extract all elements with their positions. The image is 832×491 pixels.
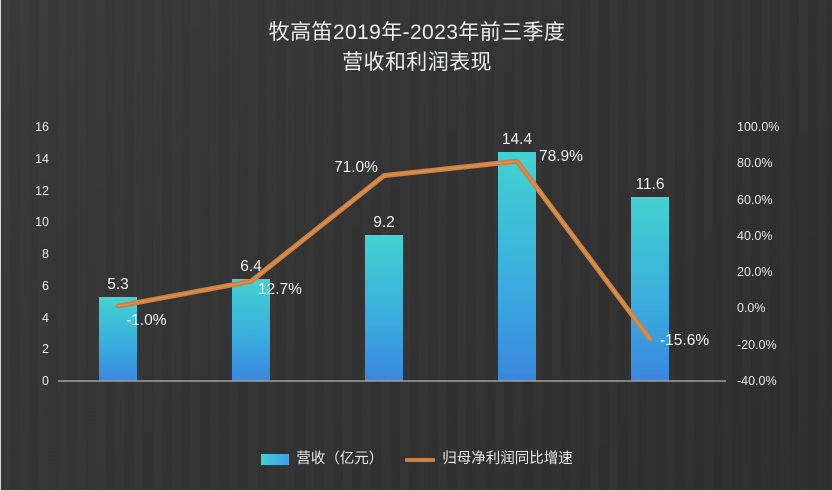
y-axis-left-tick-16: 16 xyxy=(35,120,49,134)
legend-bar-swatch-icon xyxy=(261,454,290,465)
y-axis-right-tick-60: 60.0% xyxy=(737,192,773,207)
pct-label-2021: 71.0% xyxy=(334,159,378,176)
line-highlight xyxy=(117,160,651,340)
legend-item-revenue[interactable]: 营收（亿元） xyxy=(261,452,383,467)
y-axis-right-tick-20: 20.0% xyxy=(737,265,773,280)
y-axis-left-tick-6: 6 xyxy=(42,278,49,293)
pct-label-2019: -1.0% xyxy=(126,312,167,329)
y-axis-right-tick-80: 80.0% xyxy=(737,156,773,171)
x-axis-line xyxy=(58,380,726,382)
y-axis-right-tick-0: 0.0% xyxy=(737,301,766,316)
legend-item-profit-growth[interactable]: 归母净利润同比增速 xyxy=(405,452,573,467)
y-axis-right-tick-100: 100.0% xyxy=(737,120,780,134)
bar-2021[interactable] xyxy=(365,234,403,381)
y-axis-left-tick-14: 14 xyxy=(35,151,49,166)
bar-label-2023: 11.6 xyxy=(635,176,665,193)
line-path xyxy=(115,158,653,342)
legend-line-swatch-icon xyxy=(405,457,436,462)
pct-label-2023: -15.6% xyxy=(660,332,710,349)
bar-label-2022: 14.4 xyxy=(501,131,533,148)
bar-label-2020: 6.4 xyxy=(240,258,262,275)
bar-label-2021: 9.2 xyxy=(373,214,395,231)
bar-2020[interactable] xyxy=(232,279,270,381)
bar-2022[interactable] xyxy=(498,152,536,381)
bar-2023[interactable] xyxy=(631,196,669,381)
chart-legend: 营收（亿元） 归母净利润同比增速 xyxy=(1,452,832,467)
y-axis-right-tick-neg20: -20.0% xyxy=(737,337,777,352)
pct-label-2020: 12.7% xyxy=(258,281,302,298)
y-axis-left-tick-8: 8 xyxy=(42,247,49,261)
bar-label-2019: 5.3 xyxy=(107,276,129,293)
legend-label-profit-growth: 归母净利润同比增速 xyxy=(442,451,573,467)
pct-label-2022: 78.9% xyxy=(539,148,583,165)
legend-label-revenue: 营收（亿元） xyxy=(296,451,384,467)
y-axis-left-tick-10: 10 xyxy=(35,215,49,230)
plot-area: 16 14 12 10 8 6 4 2 0 100.0% 80.0% 60.0%… xyxy=(35,121,779,387)
chart-title-line-1: 牧高笛2019年-2023年前三季度 xyxy=(268,21,566,44)
y-axis-left-tick-4: 4 xyxy=(42,310,49,325)
profit-growth-line-series xyxy=(115,158,653,342)
y-axis-left-tick-0: 0 xyxy=(42,374,49,388)
chart-title-line-2: 营收和利润表现 xyxy=(342,51,492,74)
bar-2019[interactable] xyxy=(99,296,137,381)
y-axis-right-tick-neg40: -40.0% xyxy=(737,374,777,388)
y-axis-right-tick-40: 40.0% xyxy=(737,228,773,243)
chart-title: 牧高笛2019年-2023年前三季度 营收和利润表现 xyxy=(1,18,832,78)
y-axis-left-tick-12: 12 xyxy=(35,183,49,198)
y-axis-left-tick-2: 2 xyxy=(42,342,49,357)
